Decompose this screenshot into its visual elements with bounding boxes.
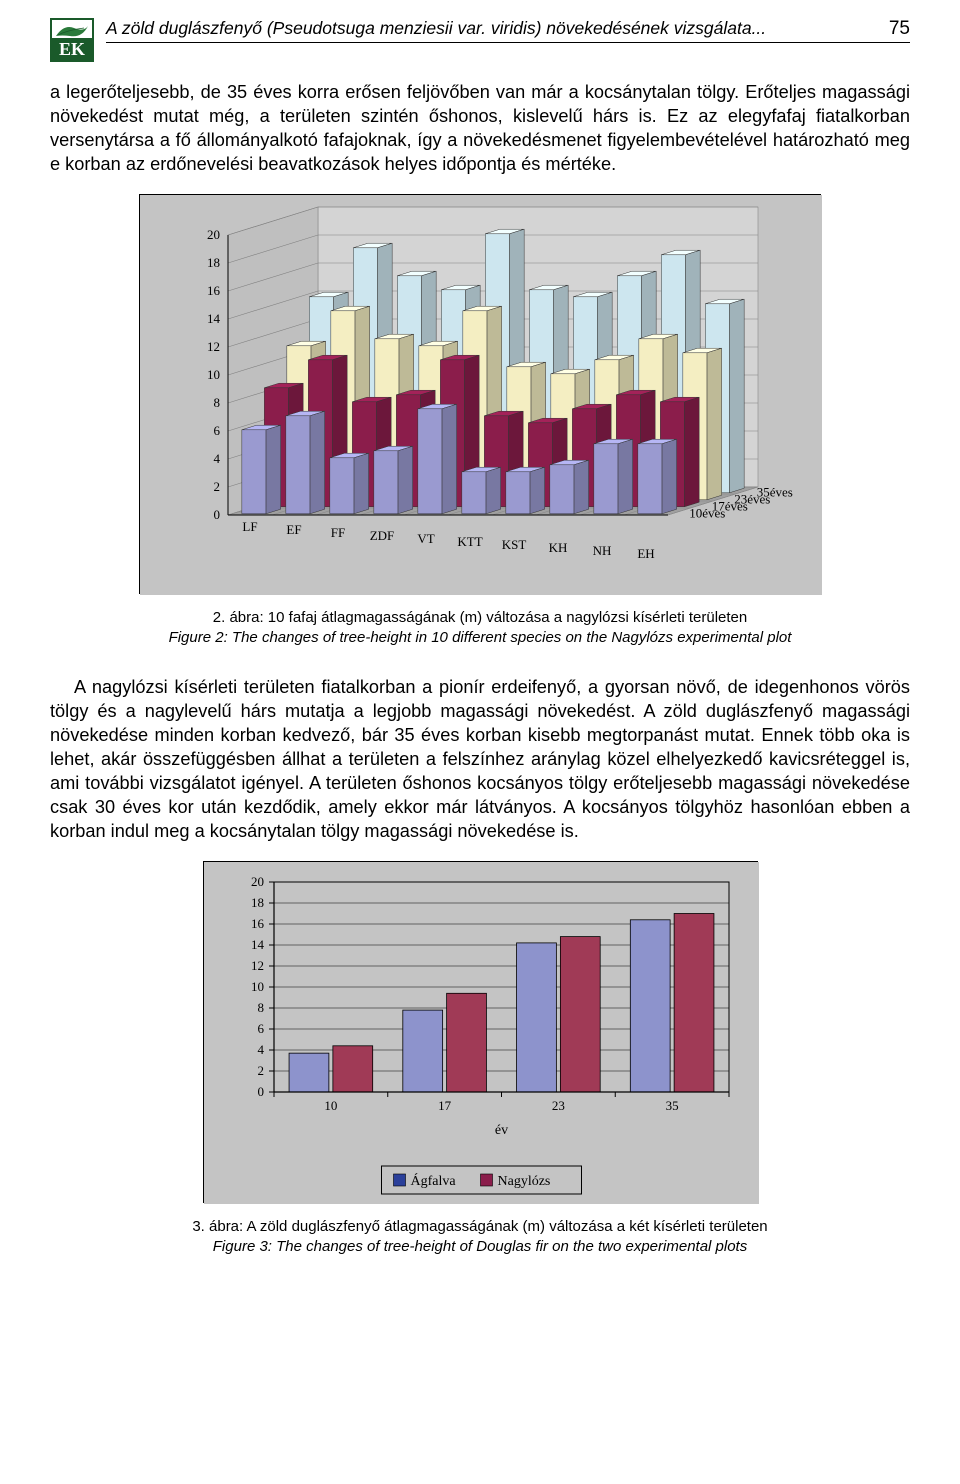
svg-text:6: 6 <box>257 1021 264 1036</box>
chart-1: 0 2 4 6 8 10 12 14 16 18 20 LF EF FF ZDF VT KTT KST KH NH EH… <box>139 194 821 594</box>
svg-text:10éves: 10éves <box>689 506 725 521</box>
svg-text:LF: LF <box>242 519 257 534</box>
svg-text:NH: NH <box>593 543 612 558</box>
svg-text:4: 4 <box>214 451 221 466</box>
svg-text:10: 10 <box>251 979 264 994</box>
caption-1: 2. ábra: 10 fafaj átlagmagasságának (m) … <box>50 608 910 649</box>
svg-text:17: 17 <box>438 1098 452 1113</box>
svg-text:35: 35 <box>665 1098 678 1113</box>
caption-1-line2: Figure 2: The changes of tree-height in … <box>169 629 792 646</box>
svg-text:16: 16 <box>207 283 221 298</box>
caption-2: 3. ábra: A zöld duglászfenyő átlagmagass… <box>50 1217 910 1258</box>
svg-text:VT: VT <box>417 531 434 546</box>
svg-text:8: 8 <box>214 395 221 410</box>
svg-text:év: év <box>494 1123 507 1138</box>
svg-text:0: 0 <box>214 507 221 522</box>
svg-text:18: 18 <box>207 255 220 270</box>
svg-text:KST: KST <box>502 537 527 552</box>
svg-text:16: 16 <box>251 916 265 931</box>
logo-text: EK <box>52 38 92 60</box>
caption-2-line2: Figure 3: The changes of tree-height of … <box>213 1238 747 1255</box>
svg-text:20: 20 <box>251 874 264 889</box>
svg-text:2: 2 <box>214 479 221 494</box>
svg-text:8: 8 <box>257 1000 264 1015</box>
svg-text:EH: EH <box>637 546 654 561</box>
svg-text:FF: FF <box>331 525 345 540</box>
svg-text:Ágfalva: Ágfalva <box>410 1172 456 1189</box>
svg-text:KTT: KTT <box>457 534 482 549</box>
svg-text:10: 10 <box>324 1098 337 1113</box>
svg-text:14: 14 <box>251 937 265 952</box>
svg-text:KH: KH <box>549 540 568 555</box>
svg-text:20: 20 <box>207 227 220 242</box>
running-title: A zöld duglászfenyő (Pseudotsuga menzies… <box>106 18 766 39</box>
svg-text:23: 23 <box>551 1098 564 1113</box>
logo: EK <box>50 18 94 62</box>
svg-text:2: 2 <box>257 1063 264 1078</box>
paragraph-1: a legerőteljesebb, de 35 éves korra erős… <box>50 80 910 176</box>
svg-text:6: 6 <box>214 423 221 438</box>
caption-2-line1: 3. ábra: A zöld duglászfenyő átlagmagass… <box>192 1218 767 1235</box>
svg-text:12: 12 <box>251 958 264 973</box>
caption-1-line1: 2. ábra: 10 fafaj átlagmagasságának (m) … <box>213 609 747 626</box>
paragraph-2: A nagylózsi kísérleti területen fiatalko… <box>50 675 910 843</box>
svg-text:10: 10 <box>207 367 220 382</box>
svg-text:4: 4 <box>257 1042 264 1057</box>
svg-text:0: 0 <box>257 1084 264 1099</box>
svg-text:12: 12 <box>207 339 220 354</box>
svg-text:18: 18 <box>251 895 264 910</box>
svg-text:EF: EF <box>286 522 301 537</box>
svg-text:ZDF: ZDF <box>370 528 395 543</box>
page-header: EK A zöld duglászfenyő (Pseudotsuga menz… <box>50 18 910 62</box>
svg-text:Nagylózs: Nagylózs <box>497 1174 550 1189</box>
svg-text:14: 14 <box>207 311 221 326</box>
page-number: 75 <box>889 18 910 40</box>
chart-2: 0 2 4 6 8 10 12 14 16 18 20 10 17 23 35 év Ágfalva Nagyló… <box>203 861 758 1203</box>
